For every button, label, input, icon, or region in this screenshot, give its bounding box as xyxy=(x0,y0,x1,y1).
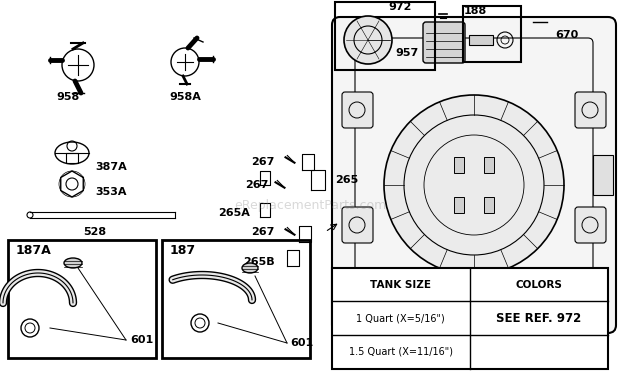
Bar xyxy=(8,240,156,358)
Text: 601: 601 xyxy=(130,335,153,345)
Bar xyxy=(469,35,493,45)
Ellipse shape xyxy=(242,263,258,273)
Bar xyxy=(66,153,78,163)
Text: 972: 972 xyxy=(388,2,412,12)
Text: 353A: 353A xyxy=(95,187,126,197)
Circle shape xyxy=(384,95,564,275)
FancyBboxPatch shape xyxy=(332,17,616,333)
Text: COLORS: COLORS xyxy=(515,280,562,290)
Text: SEE REF. 972: SEE REF. 972 xyxy=(496,312,582,325)
Bar xyxy=(440,18,446,44)
Text: 267: 267 xyxy=(252,227,275,237)
Text: 957: 957 xyxy=(395,48,418,58)
Bar xyxy=(484,197,494,213)
Text: 601: 601 xyxy=(290,338,313,348)
Bar xyxy=(332,268,608,369)
FancyBboxPatch shape xyxy=(423,22,465,63)
FancyBboxPatch shape xyxy=(575,92,606,128)
Bar xyxy=(454,197,464,213)
Ellipse shape xyxy=(64,258,82,268)
Text: 670: 670 xyxy=(555,30,578,40)
Text: 284: 284 xyxy=(432,54,454,64)
FancyBboxPatch shape xyxy=(342,92,373,128)
Text: 187: 187 xyxy=(170,244,196,257)
Text: 958: 958 xyxy=(56,92,79,102)
Bar xyxy=(454,157,464,173)
Bar xyxy=(593,155,613,195)
Circle shape xyxy=(344,16,392,64)
Text: 267: 267 xyxy=(245,180,268,190)
FancyBboxPatch shape xyxy=(342,207,373,243)
Bar xyxy=(162,240,310,358)
Bar xyxy=(536,22,544,48)
Text: TANK SIZE: TANK SIZE xyxy=(370,280,431,290)
Bar xyxy=(463,6,521,62)
Text: 387A: 387A xyxy=(95,162,126,172)
FancyBboxPatch shape xyxy=(575,207,606,243)
Bar xyxy=(335,2,435,70)
Text: 188: 188 xyxy=(463,6,487,16)
Text: 1 Quart (X=5/16"): 1 Quart (X=5/16") xyxy=(356,313,445,323)
Text: "X": "X" xyxy=(350,220,366,230)
Text: eReplacementParts.com: eReplacementParts.com xyxy=(234,198,386,212)
Text: 528: 528 xyxy=(84,227,107,237)
Bar xyxy=(484,157,494,173)
Text: 265A: 265A xyxy=(218,208,250,218)
Text: 265B: 265B xyxy=(244,257,275,267)
Text: 187A: 187A xyxy=(16,244,51,257)
Text: 267: 267 xyxy=(252,157,275,167)
Text: 958A: 958A xyxy=(169,92,201,102)
Text: 265: 265 xyxy=(335,175,358,185)
Text: 1.5 Quart (X=11/16"): 1.5 Quart (X=11/16") xyxy=(348,347,453,357)
